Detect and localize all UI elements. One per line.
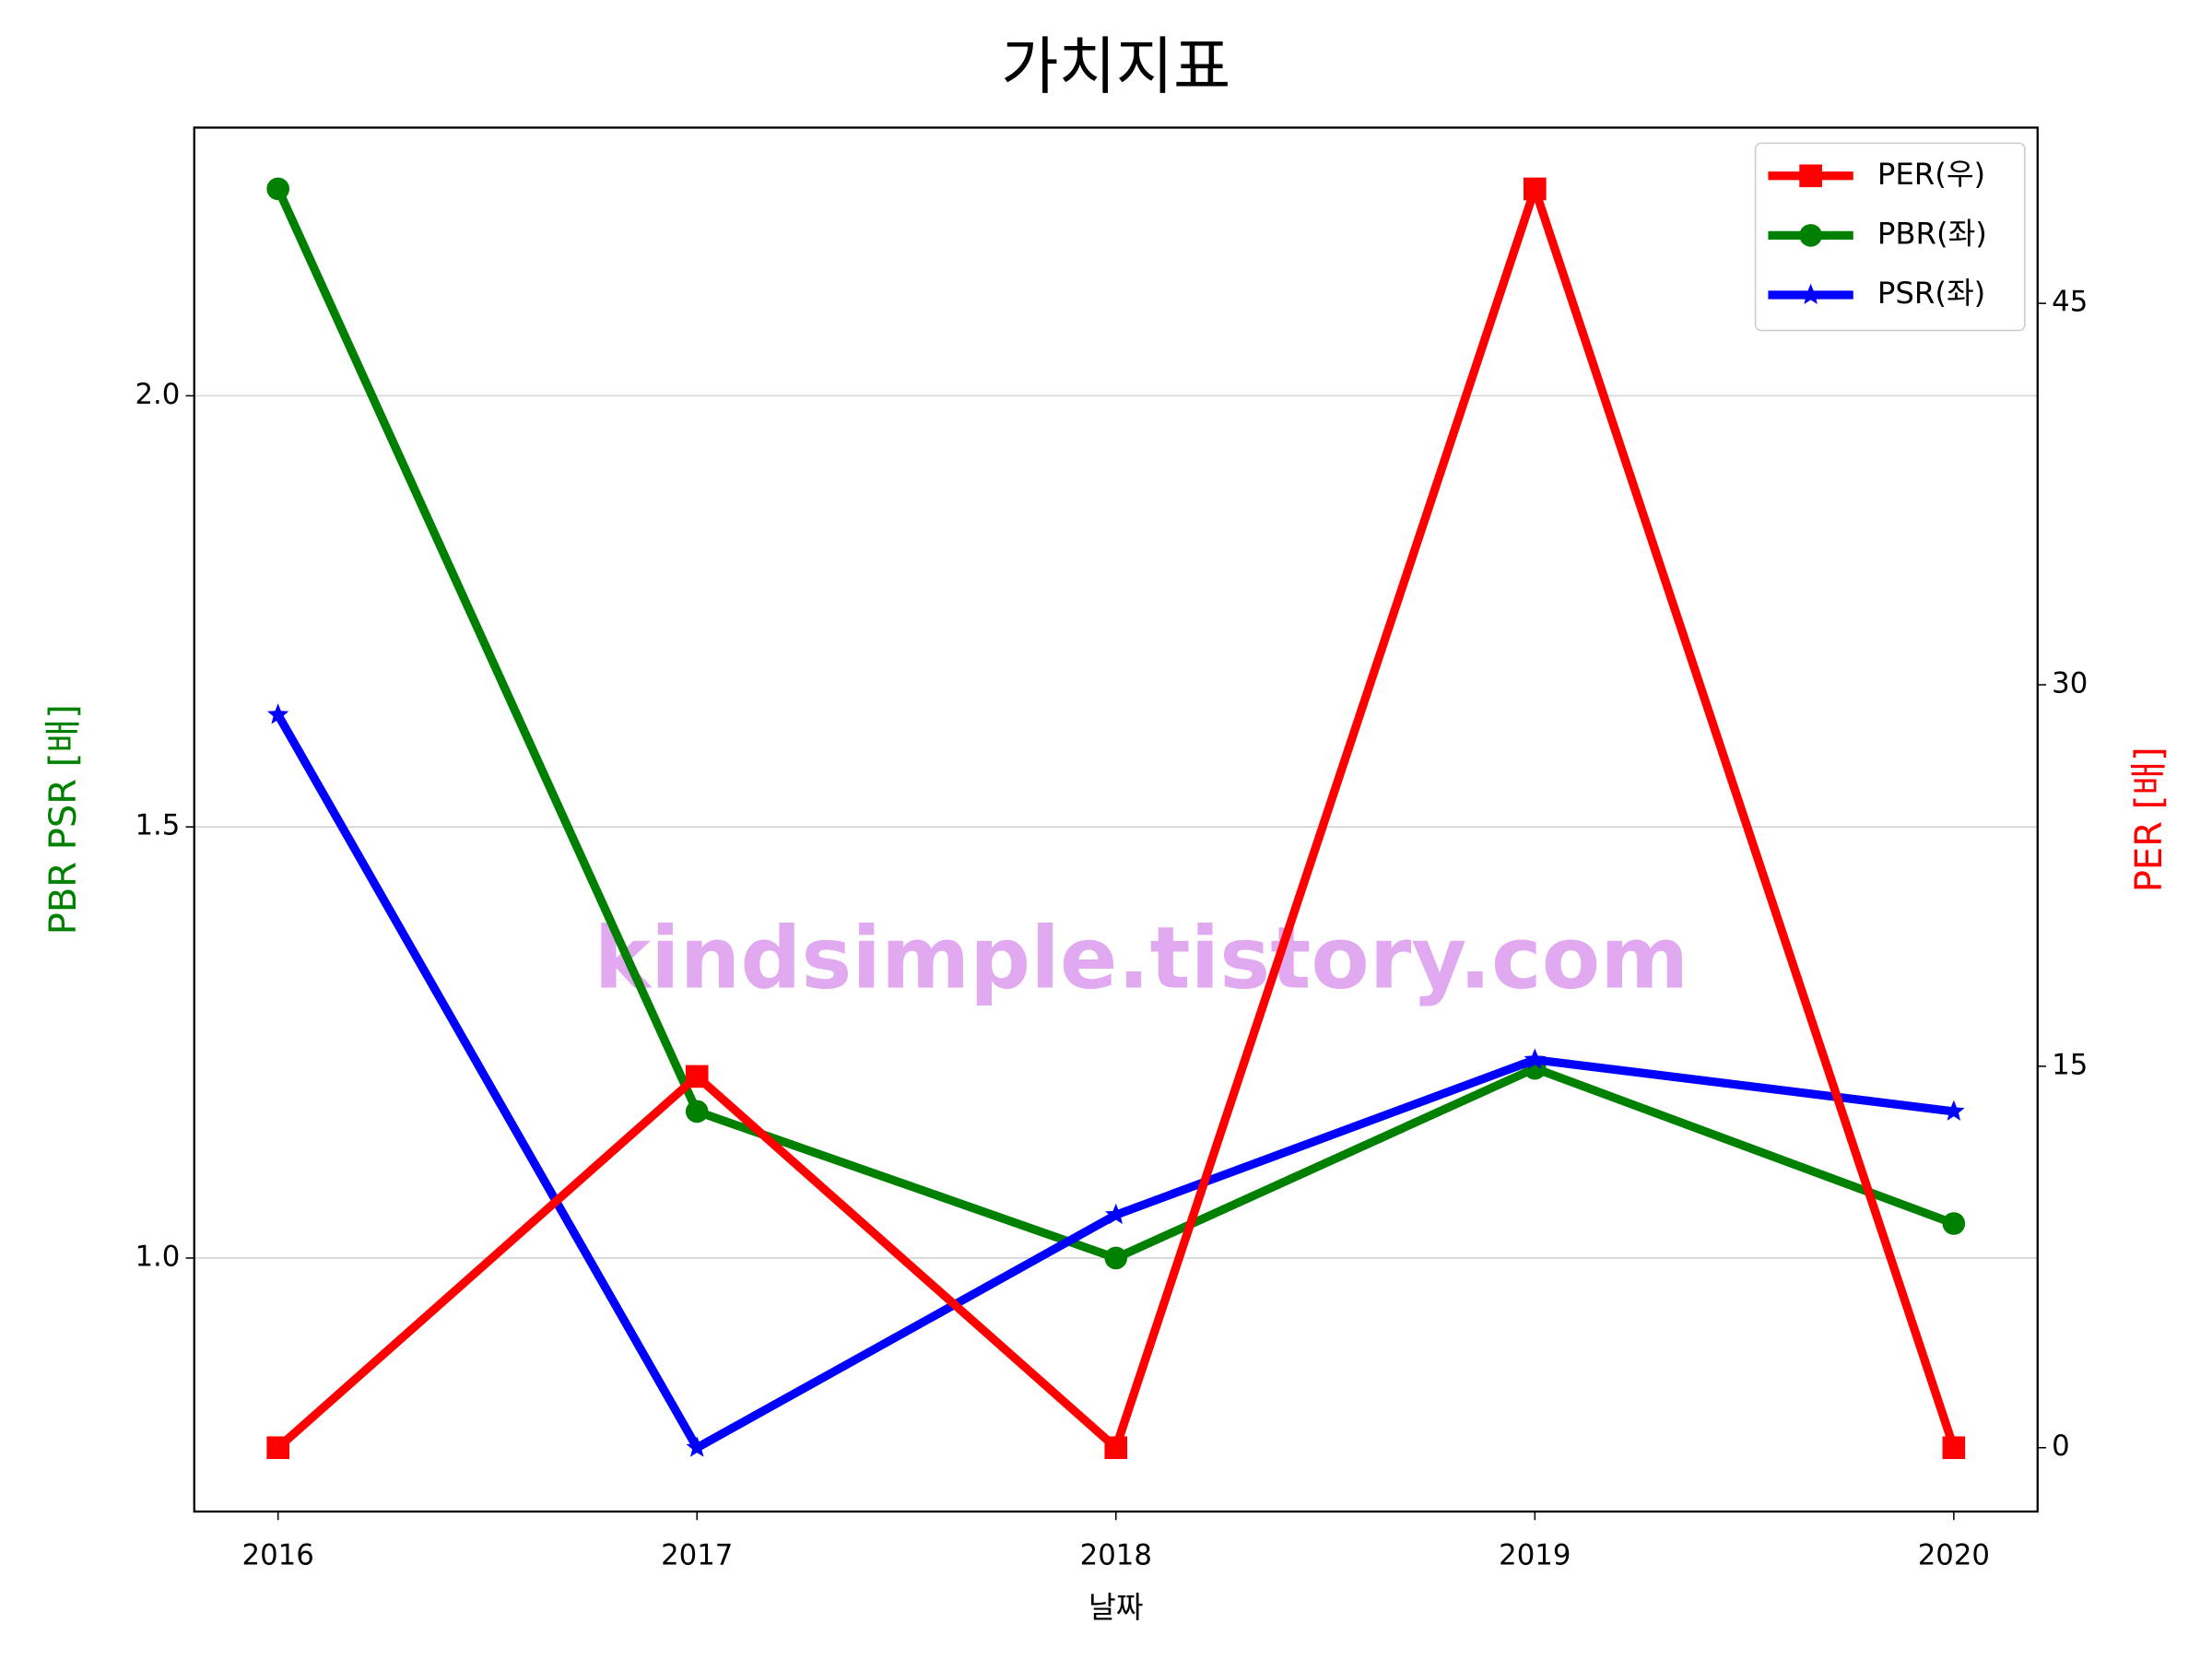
marker — [1524, 1048, 1547, 1069]
watermark: kindsimple.tistory.com — [594, 909, 1689, 1008]
x-tick-label: 2017 — [661, 1539, 733, 1572]
legend-marker — [1799, 164, 1822, 188]
marker — [1104, 1436, 1128, 1460]
marker — [686, 1436, 708, 1457]
marker — [266, 177, 289, 201]
x-tick-label: 2020 — [1918, 1539, 1990, 1572]
marker — [1942, 1212, 1966, 1235]
y-tick-label: 1.5 — [135, 809, 180, 842]
legend-label: PER(우) — [1877, 157, 1985, 192]
legend-label: PBR(좌) — [1877, 216, 1987, 251]
marker — [1943, 1100, 1965, 1121]
marker — [685, 1065, 709, 1088]
marker — [266, 703, 289, 724]
y-tick-label: 1.0 — [135, 1240, 180, 1273]
y2-tick-label: 0 — [2052, 1430, 2070, 1463]
x-tick-label: 2016 — [242, 1539, 314, 1572]
legend-label: PSR(좌) — [1877, 276, 1985, 311]
legend-box — [1754, 142, 2026, 332]
y2-tick-label: 15 — [2052, 1048, 2088, 1081]
marker — [1942, 1436, 1966, 1460]
chart-title: 가치지표 — [1001, 29, 1230, 102]
plot-frame — [193, 126, 2039, 1513]
x-tick-label: 2018 — [1080, 1539, 1152, 1572]
x-axis-label: 날짜 — [1088, 1590, 1143, 1625]
y2-tick-label: 45 — [2052, 286, 2088, 319]
legend-marker — [1799, 283, 1822, 304]
marker — [266, 1436, 289, 1460]
marker — [1105, 1203, 1127, 1225]
y2-tick-label: 30 — [2052, 666, 2088, 700]
legend-marker — [1799, 224, 1822, 247]
y-axis-label: PBR PSR [배] — [42, 704, 85, 935]
y2-axis-label: PER [배] — [2128, 747, 2171, 892]
marker — [685, 1100, 709, 1124]
y-tick-label: 2.0 — [135, 378, 180, 411]
x-tick-label: 2019 — [1499, 1539, 1571, 1572]
marker — [1104, 1246, 1128, 1270]
marker — [1524, 177, 1547, 201]
